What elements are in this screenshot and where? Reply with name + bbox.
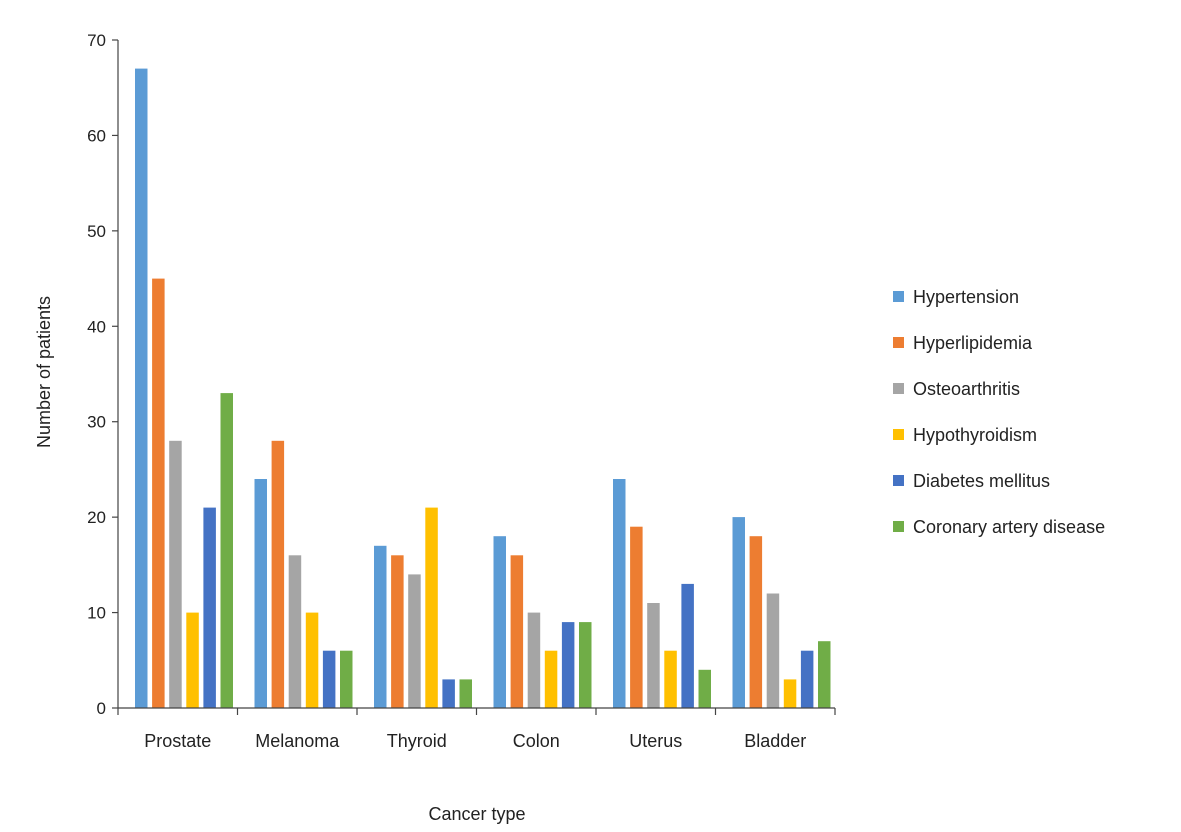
legend: Hypertension Hyperlipidemia Osteoarthritis…: [893, 287, 1105, 537]
bar-colon-hypertension: [493, 536, 506, 708]
x-category-label: Prostate: [144, 731, 211, 751]
y-tick-label: 0: [97, 699, 106, 718]
legend-label: Hypothyroidism: [913, 425, 1037, 445]
y-ticks-group: 0 10 20 30 40 50 60 70: [87, 31, 118, 718]
y-tick-label: 70: [87, 31, 106, 50]
legend-swatch: [893, 521, 904, 532]
bar-uterus-diabetes-mellitus: [681, 583, 694, 708]
bar-prostate-osteoarthritis: [169, 440, 182, 708]
bar-colon-hyperlipidemia: [510, 555, 524, 708]
bar-thyroid-hypothyroidism: [425, 507, 438, 708]
x-category-label: Melanoma: [255, 731, 340, 751]
bar-uterus-osteoarthritis: [647, 603, 660, 708]
bar-bladder-coronary-artery-disease: [818, 641, 831, 708]
bar-thyroid-coronary-artery-disease: [459, 679, 472, 708]
bar-prostate-diabetes-mellitus: [203, 507, 216, 708]
legend-label: Hypertension: [913, 287, 1019, 307]
y-tick-label: 30: [87, 413, 106, 432]
y-tick-label: 60: [87, 126, 106, 145]
bar-thyroid-hypertension: [374, 545, 387, 708]
bar-thyroid-hyperlipidemia: [391, 555, 404, 708]
bar-melanoma-osteoarthritis: [288, 555, 302, 708]
bar-bladder-hyperlipidemia: [749, 536, 763, 708]
legend-label: Diabetes mellitus: [913, 471, 1050, 491]
bar-uterus-hyperlipidemia: [630, 526, 643, 708]
bar-melanoma-coronary-artery-disease: [340, 650, 353, 708]
y-tick-label: 50: [87, 222, 106, 241]
bar-thyroid-osteoarthritis: [408, 574, 421, 708]
bar-bladder-diabetes-mellitus: [800, 650, 814, 708]
bar-prostate-hypothyroidism: [186, 612, 199, 708]
bar-bladder-hypothyroidism: [783, 679, 797, 708]
bar-prostate-coronary-artery-disease: [220, 393, 233, 708]
bar-melanoma-hyperlipidemia: [271, 440, 285, 708]
legend-label: Coronary artery disease: [913, 517, 1105, 537]
y-tick-label: 40: [87, 317, 106, 336]
bar-melanoma-hypertension: [254, 479, 267, 708]
y-tick-label: 10: [87, 604, 106, 623]
bar-colon-hypothyroidism: [544, 650, 558, 708]
x-category-label: Bladder: [744, 731, 806, 751]
legend-label: Osteoarthritis: [913, 379, 1020, 399]
legend-swatch: [893, 429, 904, 440]
x-category-label: Thyroid: [387, 731, 447, 751]
bar-uterus-hypertension: [613, 479, 626, 708]
y-tick-label: 20: [87, 508, 106, 527]
bar-prostate-hyperlipidemia: [152, 278, 165, 708]
x-axis-title: Cancer type: [428, 804, 525, 824]
legend-swatch: [893, 337, 904, 348]
legend-label: Hyperlipidemia: [913, 333, 1033, 353]
bar-colon-osteoarthritis: [527, 612, 541, 708]
legend-swatch: [893, 383, 904, 394]
bar-thyroid-diabetes-mellitus: [442, 679, 455, 708]
bar-prostate-hypertension: [135, 68, 148, 709]
bar-colon-coronary-artery-disease: [579, 622, 592, 708]
bar-uterus-hypothyroidism: [664, 650, 677, 708]
y-axis-title: Number of patients: [34, 296, 54, 448]
legend-swatch: [893, 291, 904, 302]
x-category-label: Uterus: [629, 731, 682, 751]
bar-bladder-hypertension: [732, 517, 745, 708]
bar-uterus-coronary-artery-disease: [698, 669, 711, 708]
bar-colon-diabetes-mellitus: [561, 622, 575, 708]
bar-bladder-osteoarthritis: [766, 593, 780, 708]
bars-group: [135, 68, 831, 709]
legend-swatch: [893, 475, 904, 486]
bar-melanoma-hypothyroidism: [305, 612, 319, 708]
x-categories-group: Prostate Melanoma Thyroid Colon Uterus Bladde…: [117, 708, 836, 751]
bar-melanoma-diabetes-mellitus: [322, 650, 336, 708]
x-category-label: Colon: [513, 731, 560, 751]
